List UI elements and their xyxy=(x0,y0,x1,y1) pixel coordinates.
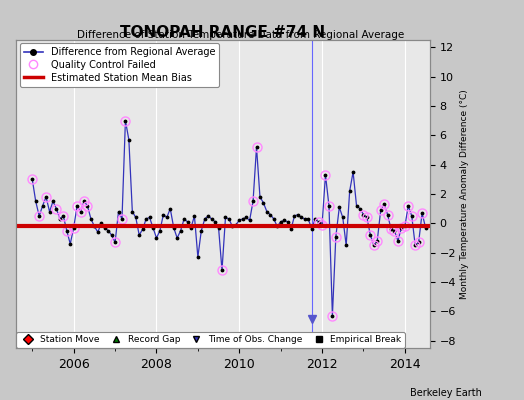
Title: TONOPAH RANGE #74 N: TONOPAH RANGE #74 N xyxy=(120,25,325,40)
Y-axis label: Monthly Temperature Anomaly Difference (°C): Monthly Temperature Anomaly Difference (… xyxy=(460,89,469,299)
Text: Berkeley Earth: Berkeley Earth xyxy=(410,388,482,398)
Legend: Station Move, Record Gap, Time of Obs. Change, Empirical Break: Station Move, Record Gap, Time of Obs. C… xyxy=(16,332,405,348)
Text: Difference of Station Temperature Data from Regional Average: Difference of Station Temperature Data f… xyxy=(78,30,405,40)
